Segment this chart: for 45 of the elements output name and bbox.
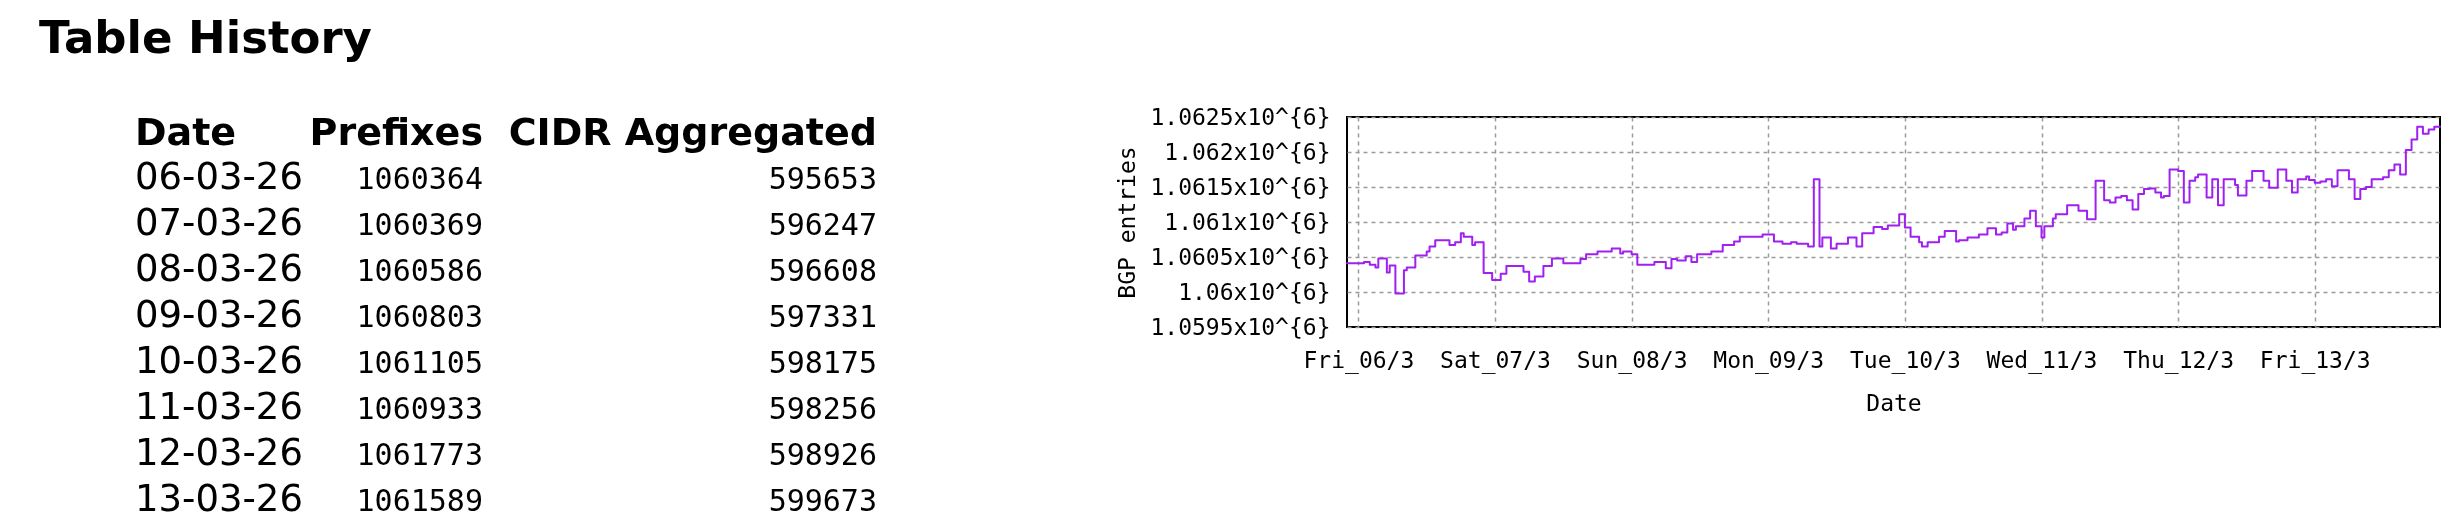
data-label: 1061773 bbox=[356, 437, 483, 472]
data-label: 1060369 bbox=[356, 207, 483, 242]
x-tick-label: Fri_13/3 bbox=[2259, 346, 2371, 374]
data-label: 1061589 bbox=[356, 483, 483, 518]
x-axis-title: Date bbox=[1866, 389, 1922, 416]
data-label: 1060364 bbox=[356, 161, 483, 196]
data-label: 598175 bbox=[768, 345, 877, 380]
y-tick-label: 1.061x10^{6} bbox=[1164, 208, 1331, 235]
y-tick-label: 1.0615x10^{6} bbox=[1150, 173, 1331, 200]
y-tick-label: 1.0605x10^{6} bbox=[1150, 243, 1331, 270]
data-label: 598256 bbox=[768, 391, 877, 426]
text: CIDR Aggregated bbox=[508, 110, 877, 154]
data-label: 1060803 bbox=[356, 299, 483, 334]
category-label: 13-03-26 bbox=[135, 477, 303, 520]
data-label: 596247 bbox=[768, 207, 877, 242]
x-tick-label: Fri_06/3 bbox=[1303, 346, 1415, 374]
category-label: 08-03-26 bbox=[135, 247, 303, 290]
category-label: 12-03-26 bbox=[135, 431, 303, 474]
x-tick-label: Wed_11/3 bbox=[1986, 346, 2098, 374]
data-label: 595653 bbox=[768, 161, 877, 196]
data-label: 1060586 bbox=[356, 253, 483, 288]
text: Prefixes bbox=[309, 110, 483, 154]
data-label: 597331 bbox=[768, 299, 877, 334]
text: Date bbox=[135, 110, 237, 154]
y-tick-label: 1.0625x10^{6} bbox=[1150, 103, 1331, 130]
category-label: 07-03-26 bbox=[135, 201, 303, 244]
y-axis-title: BGP entries bbox=[1114, 146, 1141, 299]
y-tick-label: 1.0595x10^{6} bbox=[1150, 313, 1331, 340]
x-tick-label: Tue_10/3 bbox=[1849, 346, 1961, 374]
category-label: 06-03-26 bbox=[135, 155, 303, 198]
text: Table History bbox=[39, 11, 372, 64]
category-label: 11-03-26 bbox=[135, 385, 303, 428]
data-label: 596608 bbox=[768, 253, 877, 288]
x-tick-label: Sun_08/3 bbox=[1576, 346, 1688, 374]
x-tick-label: Thu_12/3 bbox=[2123, 346, 2235, 374]
category-label: 10-03-26 bbox=[135, 339, 303, 382]
data-label: 1061105 bbox=[356, 345, 483, 380]
y-tick-label: 1.062x10^{6} bbox=[1164, 138, 1331, 165]
x-tick-label: Sat_07/3 bbox=[1440, 346, 1551, 374]
x-tick-label: Mon_09/3 bbox=[1713, 346, 1825, 374]
y-tick-label: 1.06x10^{6} bbox=[1178, 278, 1331, 305]
data-label: 1060933 bbox=[356, 391, 483, 426]
data-label: 599673 bbox=[768, 483, 877, 518]
category-label: 09-03-26 bbox=[135, 293, 303, 336]
data-label: 598926 bbox=[768, 437, 877, 472]
